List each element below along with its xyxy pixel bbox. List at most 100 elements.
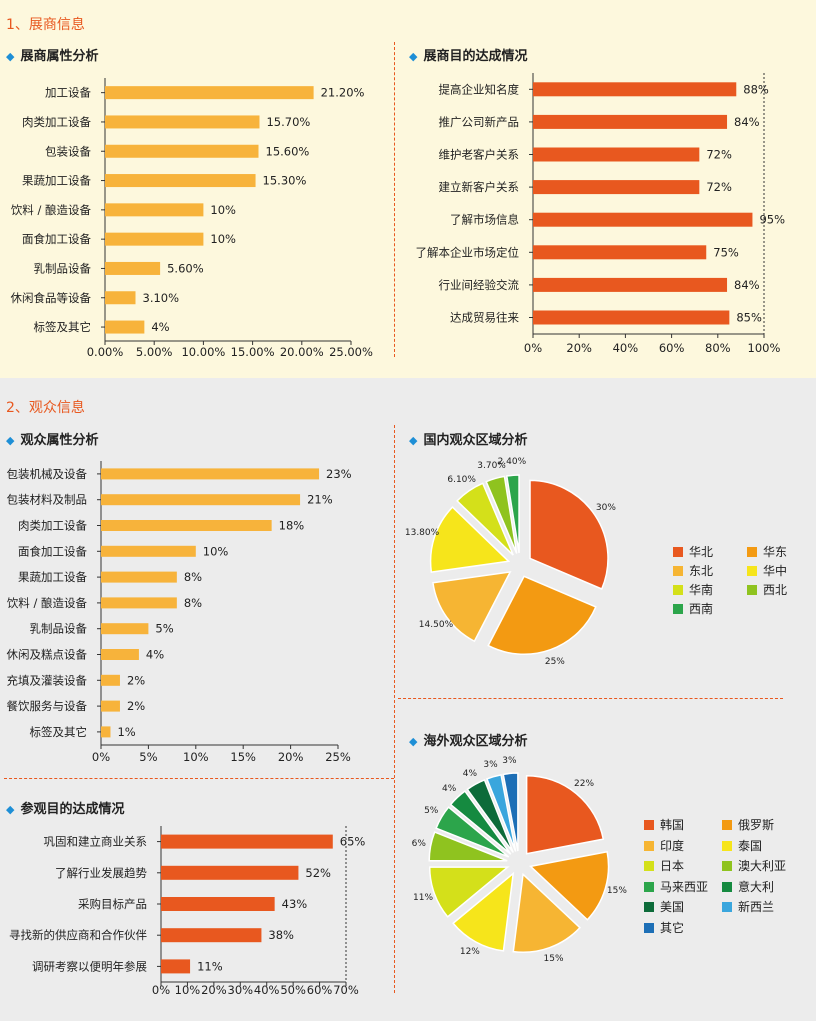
exhibitor-goal-title: ◆ 展商目的达成情况	[409, 45, 527, 64]
bar	[161, 834, 333, 849]
exhibitor-goal-chart: 提高企业知名度 88% 推广公司新产品 84% 维护老客户关系 72% 建立新客户关系 72%…	[416, 73, 785, 355]
pie-slice	[487, 575, 597, 656]
overseas-title-text: 海外观众区域分析	[423, 734, 528, 749]
bar	[533, 147, 700, 162]
legend-swatch	[747, 547, 757, 557]
data-label: 4%	[151, 320, 169, 334]
legend-swatch	[644, 840, 654, 851]
bar	[101, 649, 139, 660]
bar	[161, 928, 262, 943]
legend-label: 其它	[660, 920, 685, 935]
visitor-section-title: 2、观众信息	[6, 400, 85, 416]
legend-swatch	[722, 861, 732, 871]
tick-label: 0.00%	[87, 345, 124, 359]
legend-label: 美国	[660, 900, 685, 914]
bar	[105, 144, 259, 158]
exhibitor-attr-title: ◆ 展商属性分析	[6, 45, 98, 64]
pie-slice	[512, 872, 581, 954]
slice-value-label: 3%	[483, 760, 498, 771]
legend-item: 新西兰	[722, 898, 774, 915]
data-label: 85%	[736, 311, 762, 325]
category-label: 寻找新的供应商和合作伙伴	[9, 928, 147, 942]
tick-label: 70%	[333, 983, 359, 997]
tick-label: 15%	[230, 750, 256, 764]
slice-value-label: 6%	[411, 838, 426, 849]
legend-label: 东北	[689, 564, 714, 578]
visitor-attr-title-text: 观众属性分析	[20, 433, 99, 448]
legend-swatch	[644, 861, 654, 871]
legend-swatch	[722, 820, 732, 830]
bar	[101, 623, 149, 635]
legend-label: 华中	[763, 564, 788, 578]
data-label: 1%	[117, 725, 135, 739]
legend-item: 华北	[673, 543, 713, 560]
pie-slice	[466, 778, 514, 853]
pie-slice	[485, 773, 517, 852]
bar	[105, 261, 161, 275]
bar	[105, 320, 145, 334]
tick-label: 5.00%	[136, 345, 173, 359]
legend-item: 美国	[644, 898, 684, 915]
legend-swatch	[722, 902, 732, 912]
legend-swatch	[673, 547, 683, 557]
visit-goal-title: ◆ 参观目的达成情况	[6, 798, 124, 817]
category-label: 饮料 / 酿造设备	[7, 596, 88, 610]
category-label: 果蔬加工设备	[22, 174, 91, 188]
tick-label: 0%	[524, 341, 542, 355]
data-label: 52%	[305, 866, 331, 880]
legend-item: 西北	[747, 581, 787, 598]
data-label: 4%	[146, 648, 164, 662]
legend-swatch	[644, 902, 654, 912]
data-label: 11%	[197, 959, 223, 973]
tick-label: 100%	[748, 341, 781, 355]
legend-item: 澳大利亚	[722, 857, 786, 874]
tick-label: 25.00%	[329, 345, 373, 359]
bar	[533, 180, 700, 195]
pie-slice	[529, 479, 609, 590]
slice-value-label: 22%	[574, 779, 595, 790]
legend-item: 马来西亚	[644, 878, 708, 895]
bar	[101, 726, 111, 738]
bar	[161, 897, 275, 911]
category-label: 了解行业发展趋势	[55, 866, 147, 880]
overseas-title: ◆ 海外观众区域分析	[409, 730, 527, 749]
pie-slice	[452, 871, 515, 952]
diamond-icon: ◆	[409, 50, 418, 63]
divider	[4, 778, 394, 779]
slice-value-label: 3%	[502, 756, 517, 767]
category-label: 标签及其它	[34, 320, 92, 334]
category-label: 充填及灌装设备	[7, 673, 88, 687]
legend-swatch	[747, 566, 757, 576]
data-label: 8%	[184, 596, 202, 610]
legend-label: 泰国	[738, 838, 763, 853]
divider	[394, 42, 395, 357]
legend-item: 日本	[644, 857, 684, 874]
legend-label: 西南	[689, 602, 714, 616]
legend-label: 日本	[660, 859, 685, 873]
tick-label: 60%	[659, 341, 685, 355]
category-label: 休闲及糕点设备	[7, 648, 88, 662]
diamond-icon: ◆	[6, 434, 15, 447]
data-label: 15.30%	[263, 174, 307, 188]
tick-label: 0%	[152, 983, 170, 997]
data-label: 5%	[155, 622, 173, 636]
pie-slice	[505, 474, 520, 554]
data-label: 72%	[706, 180, 732, 194]
data-label: 72%	[706, 148, 732, 162]
tick-label: 10%	[183, 750, 209, 764]
tick-label: 15.00%	[231, 345, 275, 359]
pie-slice	[435, 806, 510, 858]
legend-label: 西北	[763, 583, 788, 597]
data-label: 18%	[279, 519, 305, 533]
legend-label: 韩国	[660, 818, 685, 832]
divider	[398, 698, 783, 699]
bar	[105, 115, 260, 129]
tick-label: 5%	[139, 750, 157, 764]
legend-item: 其它	[644, 919, 684, 936]
data-label: 21.20%	[321, 86, 365, 100]
pie-slice	[429, 506, 511, 574]
bar	[105, 174, 256, 188]
legend-label: 澳大利亚	[738, 859, 787, 873]
